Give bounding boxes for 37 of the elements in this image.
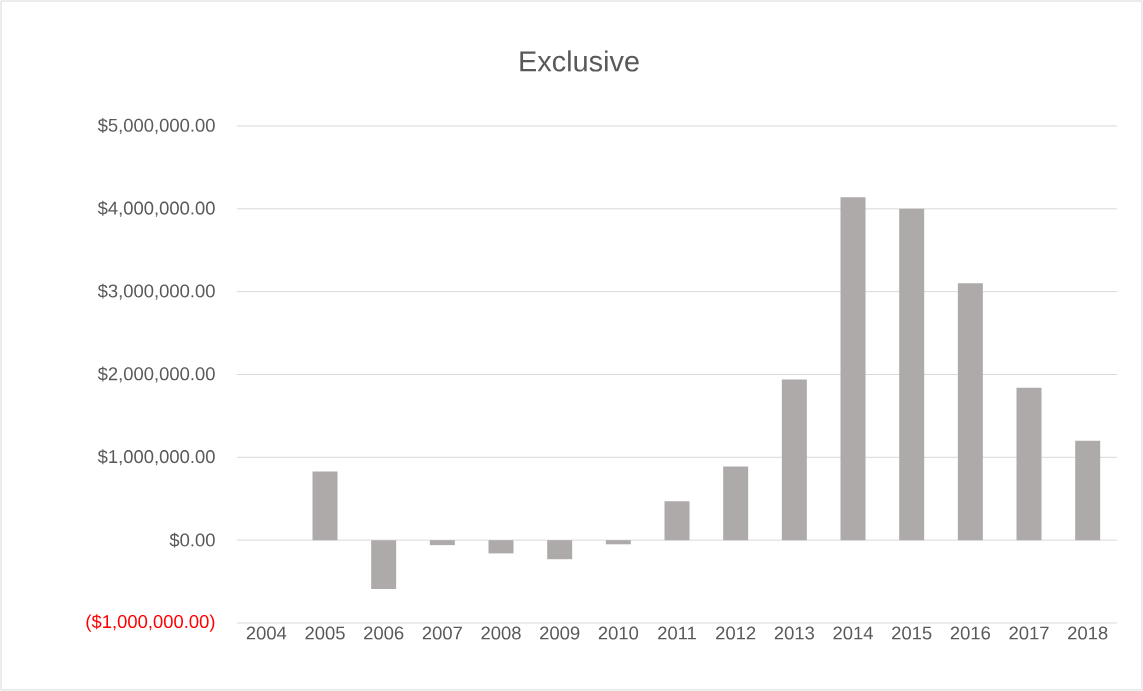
x-tick-label: 2005 [305, 626, 345, 640]
bar [547, 540, 573, 560]
y-tick-label: $1,000,000.00 [97, 449, 215, 466]
y-tick-label: $3,000,000.00 [97, 283, 215, 300]
x-tick-label: 2006 [364, 626, 404, 640]
bar [1016, 387, 1042, 541]
y-tick-label: $4,000,000.00 [97, 200, 215, 217]
x-tick-label: 2016 [950, 626, 991, 640]
x-tick-label: 2010 [598, 626, 639, 640]
x-tick-label: 2007 [422, 626, 462, 640]
bar [605, 540, 631, 545]
y-tick-label: $2,000,000.00 [97, 366, 215, 383]
y-tick-label: $5,000,000.00 [97, 117, 215, 134]
bar [371, 540, 397, 590]
y-tick-label: ($1,000,000.00) [86, 614, 215, 632]
bar [1075, 440, 1101, 541]
bar [899, 208, 925, 541]
bar [781, 379, 807, 541]
x-tick-label: 2004 [246, 626, 287, 640]
x-tick-label: 2014 [833, 626, 873, 640]
bar [957, 283, 983, 541]
x-tick-label: 2017 [1009, 626, 1049, 640]
bar [723, 466, 749, 541]
bar [312, 471, 338, 541]
x-tick-label: 2011 [658, 626, 696, 640]
bar [840, 197, 866, 541]
x-tick-label: 2009 [540, 626, 580, 640]
x-tick-label: 2008 [481, 626, 521, 640]
y-tick-label: $0.00 [169, 532, 215, 548]
bar [664, 501, 690, 541]
x-tick-label: 2013 [774, 626, 815, 640]
bar [488, 540, 514, 554]
x-tick-label: 2012 [716, 626, 756, 640]
x-tick-label: 2015 [892, 626, 932, 640]
bar [429, 540, 455, 546]
chart-title: Exclusive [520, 50, 639, 72]
x-tick-label: 2018 [1068, 626, 1108, 640]
